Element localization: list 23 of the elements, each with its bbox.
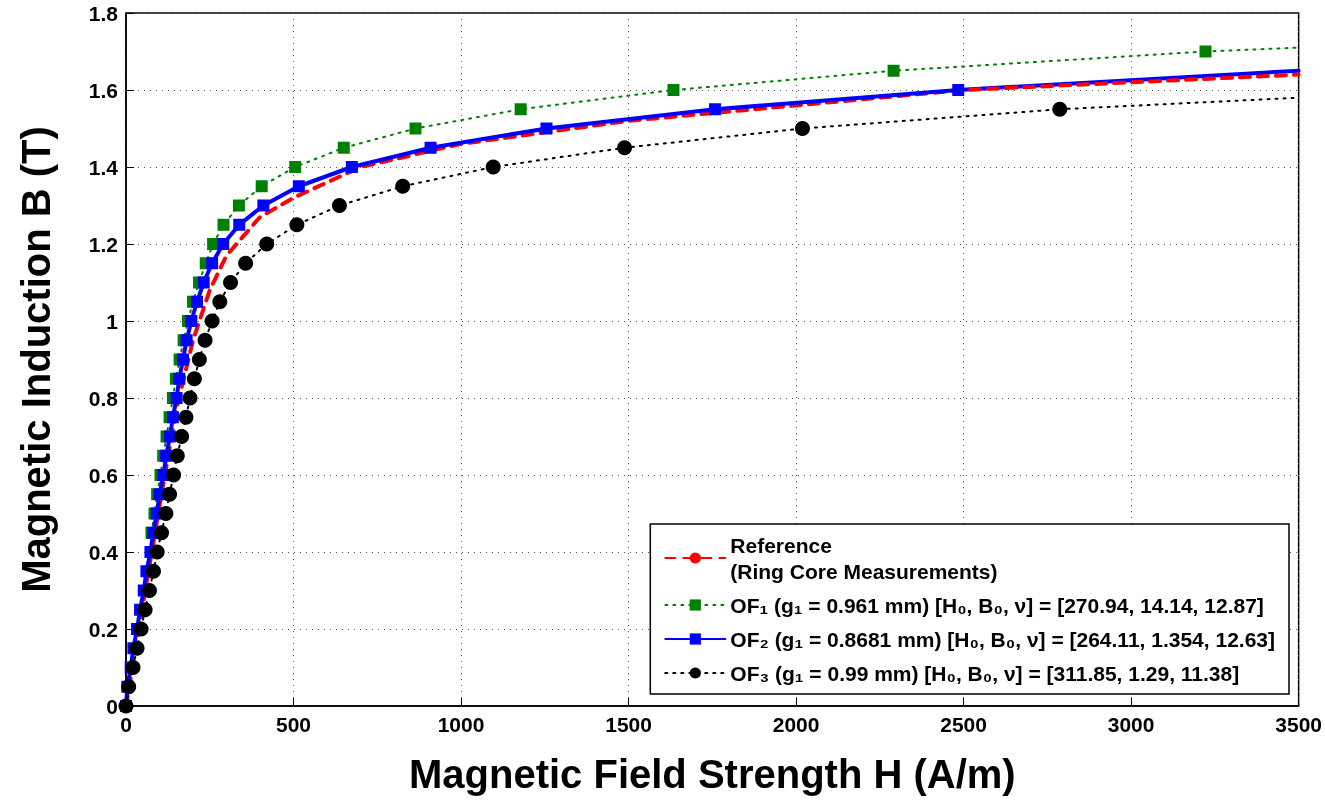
y-axis-title: Magnetic Induction B (T) [14,126,58,593]
y-tick-label: 0.4 [88,540,119,564]
y-tick-label: 0.6 [88,463,118,487]
x-tick-label: 1000 [437,713,485,736]
x-axis-title: Magnetic Field Strength H (A/m) [408,752,1016,796]
y-tick-label: 1.4 [88,155,119,179]
x-tick-label: 2500 [940,713,987,736]
legend-label: OF₂ (g₁ = 0.8681 mm) [H₀, B₀, ν] = [264.11, 1.354, 12.63] [730,627,1276,651]
y-tick-label: 1.8 [88,1,119,25]
x-tick-label: 1500 [605,713,652,736]
y-tick-label: 0 [106,694,118,718]
y-tick-label: 1.6 [88,78,118,102]
x-tick-label: 3500 [1275,713,1322,736]
legend-label: OF₁ (g₁ = 0.961 mm) [H₀, B₀, ν] = [270.94, 14.14, 12.87] [730,593,1264,617]
y-tick-label: 1.2 [88,232,118,256]
legend-label: OF₃ (g₁ = 0.99 mm) [H₀, B₀, ν] = [311.85, 1.29, 11.38] [730,661,1240,685]
legend-label: Reference (Ring Core Measurements) [730,533,998,583]
y-tick-label: 0.2 [88,617,118,641]
x-tick-label: 500 [276,713,312,736]
y-tick-label: 0.8 [88,386,119,410]
x-tick-label: 3000 [1107,713,1155,736]
x-tick-label: 2000 [772,713,820,736]
y-tick-label: 1 [106,309,119,333]
